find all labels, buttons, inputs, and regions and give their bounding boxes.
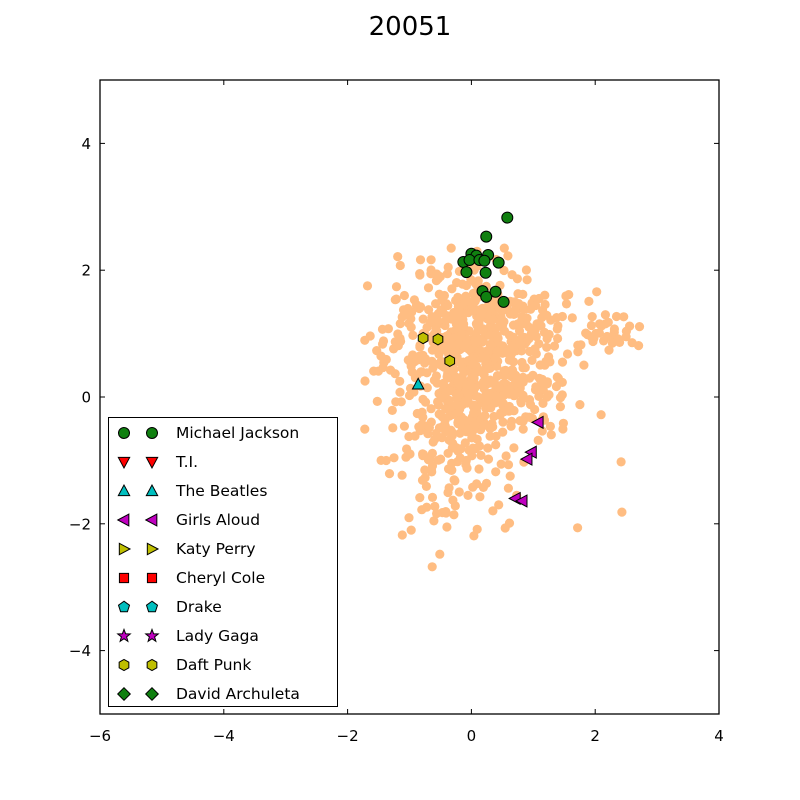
daft-punk-hexagon-icon: [146, 658, 158, 671]
katy-perry-triangle-right-icon: [146, 541, 160, 556]
drake-pentagon-icon: [145, 600, 159, 612]
the-beatles-legend-marker: [117, 483, 131, 496]
cheryl-cole-legend-marker: [146, 572, 158, 583]
background-cloud: [360, 243, 645, 572]
legend-item-t-i: T.I.: [109, 447, 337, 476]
x-tick-label: −4: [213, 727, 235, 745]
point-michael-jackson: [480, 290, 493, 303]
legend-item-drake: Drake: [109, 592, 337, 621]
girls-aloud-legend-marker: [144, 512, 158, 527]
david-archuleta-legend-marker: [144, 686, 160, 701]
lady-gaga-star-icon: [116, 627, 132, 642]
katy-perry-triangle-right-icon: [118, 541, 132, 556]
point-girls-aloud: [514, 494, 528, 508]
lady-gaga-legend-marker: [116, 627, 132, 642]
point-daft-punk: [417, 331, 429, 345]
legend-label: David Archuleta: [176, 684, 300, 703]
y-tick-label: −4: [69, 642, 91, 660]
y-tick-label: −2: [69, 515, 91, 533]
point-michael-jackson: [489, 285, 502, 298]
legend-item-the-beatles: The Beatles: [109, 476, 337, 505]
michael-jackson-circle-icon: [146, 426, 158, 439]
drake-legend-marker: [145, 600, 159, 612]
legend-label: Katy Perry: [176, 539, 256, 558]
series-the-beatles: [411, 377, 425, 390]
point-michael-jackson: [492, 256, 505, 269]
legend-label: Lady Gaga: [176, 626, 259, 645]
katy-perry-legend-marker: [118, 541, 132, 556]
t-i-triangle-down-icon: [145, 456, 159, 469]
t-i-triangle-down-icon: [117, 456, 131, 469]
point-michael-jackson: [463, 254, 476, 267]
x-tick-label: 2: [590, 727, 600, 745]
lady-gaga-star-icon: [144, 627, 160, 642]
cheryl-cole-square-icon: [146, 572, 158, 583]
david-archuleta-diamond-icon: [116, 686, 132, 701]
girls-aloud-triangle-left-icon: [116, 512, 130, 527]
legend-item-lady-gaga: Lady Gaga: [109, 621, 337, 650]
daft-punk-hexagon-icon: [118, 658, 130, 671]
legend-item-katy-perry: Katy Perry: [109, 534, 337, 563]
michael-jackson-circle-icon: [118, 426, 130, 439]
x-tick-label: 4: [714, 727, 724, 745]
girls-aloud-triangle-left-icon: [144, 512, 158, 527]
the-beatles-triangle-up-icon: [117, 483, 131, 496]
point-daft-punk: [432, 333, 444, 346]
point-michael-jackson: [480, 230, 493, 243]
legend-label: T.I.: [176, 452, 199, 471]
point-girls-aloud: [530, 415, 544, 430]
legend-label: Girls Aloud: [176, 510, 261, 529]
david-archuleta-diamond-icon: [144, 686, 160, 701]
legend-item-michael-jackson: Michael Jackson: [109, 418, 337, 447]
cheryl-cole-square-icon: [118, 572, 130, 583]
series-daft-punk: [417, 331, 456, 368]
legend-item-girls-aloud: Girls Aloud: [109, 505, 337, 534]
t-i-legend-marker: [145, 456, 159, 469]
girls-aloud-legend-marker: [116, 512, 130, 527]
legend-item-daft-punk: Daft Punk: [109, 650, 337, 679]
daft-punk-legend-marker: [118, 658, 130, 671]
plot-spines: [99, 79, 720, 715]
legend-label: The Beatles: [176, 481, 268, 500]
drake-pentagon-icon: [117, 600, 131, 612]
legend: Michael Jackson T.I. The Beatles Girls Alou…: [108, 417, 338, 707]
x-tick-label: −6: [89, 727, 111, 745]
legend-label: Daft Punk: [176, 655, 252, 674]
legend-item-cheryl-cole: Cheryl Cole: [109, 563, 337, 592]
x-tick-label: 0: [467, 727, 477, 745]
legend-label: Michael Jackson: [176, 423, 300, 442]
axis-ticks: [99, 80, 720, 714]
legend-label: Cheryl Cole: [176, 568, 266, 587]
drake-legend-marker: [117, 600, 131, 612]
series-girls-aloud: [508, 415, 544, 508]
cheryl-cole-legend-marker: [118, 572, 130, 583]
point-michael-jackson: [460, 266, 473, 279]
y-tick-label: 4: [81, 135, 91, 153]
point-michael-jackson: [501, 211, 514, 224]
t-i-legend-marker: [117, 456, 131, 469]
x-tick-label: −2: [337, 727, 359, 745]
point-girls-aloud: [519, 452, 533, 466]
legend-item-david-archuleta: David Archuleta: [109, 679, 337, 708]
the-beatles-triangle-up-icon: [145, 483, 159, 496]
series-michael-jackson: [457, 211, 514, 308]
chart-title: 20051: [368, 12, 452, 42]
legend-label: Drake: [176, 597, 222, 616]
y-tick-label: 0: [81, 389, 91, 407]
the-beatles-legend-marker: [145, 483, 159, 496]
lady-gaga-legend-marker: [144, 627, 160, 642]
david-archuleta-legend-marker: [116, 686, 132, 701]
point-michael-jackson: [478, 254, 491, 267]
point-daft-punk: [444, 354, 456, 368]
daft-punk-legend-marker: [146, 658, 158, 671]
point-michael-jackson: [497, 295, 510, 308]
point-the-beatles: [411, 377, 425, 390]
michael-jackson-legend-marker: [146, 426, 158, 439]
katy-perry-legend-marker: [146, 541, 160, 556]
point-michael-jackson: [479, 266, 492, 279]
y-tick-label: 2: [81, 262, 91, 280]
michael-jackson-legend-marker: [118, 426, 130, 439]
